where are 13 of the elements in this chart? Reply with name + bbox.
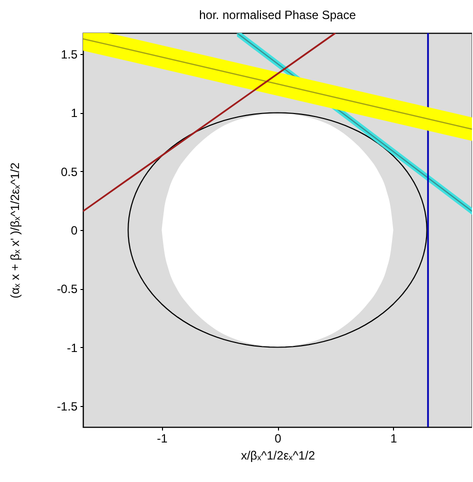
y-tick-label: 0.5: [60, 164, 78, 179]
y-tick-label: -1.5: [56, 399, 78, 414]
y-tick-label: 1.5: [60, 48, 78, 62]
x-tick-label: -1: [156, 432, 168, 446]
x-tick-label: 1: [390, 432, 398, 446]
chart-title: hor. normalised Phase Space: [199, 8, 356, 22]
x-tick-label: 0: [274, 432, 282, 446]
y-tick-label: 1: [70, 106, 78, 120]
y-tick-label: -1: [66, 340, 78, 355]
y-tick-label: 0: [70, 224, 78, 238]
y-axis-title: (αₓ x + βₓ x' )/βₓ^1/2εₓ^1/2: [8, 162, 22, 298]
x-axis-title: x/βₓ^1/2εₓ^1/2: [240, 448, 316, 462]
y-tick-label: -0.5: [56, 282, 78, 296]
